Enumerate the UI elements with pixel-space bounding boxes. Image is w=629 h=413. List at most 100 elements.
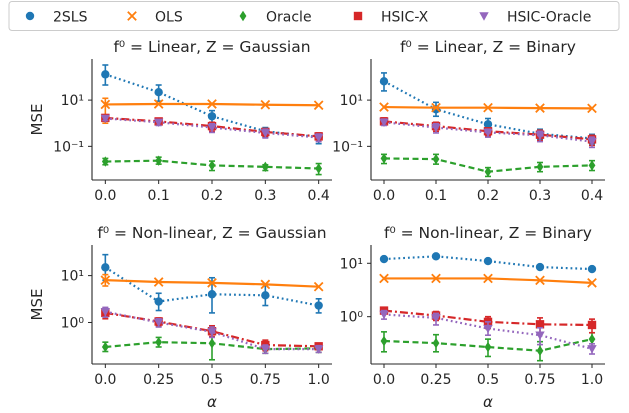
- x-tick-label: 0.3: [254, 188, 276, 204]
- legend-label-ols: OLS: [155, 10, 183, 26]
- y-axis-label: MSE: [28, 289, 46, 321]
- chart-panels: f⁰ = Linear, Z = Gaussian 0.0 0.1 0.2 0.3 0.4…: [28, 38, 605, 411]
- data-point-oracle: [588, 333, 596, 345]
- x-tick-label: 0.1: [425, 188, 447, 204]
- data-point-2sls: [207, 290, 217, 299]
- chart-title: f⁰ = Linear, Z = Gaussian: [113, 38, 310, 56]
- data-point-ols: [379, 102, 389, 112]
- x-tick-label: 0.25: [143, 372, 174, 388]
- data-point-oracle: [432, 153, 440, 165]
- series-line-2sls: [104, 266, 319, 307]
- data-point-oracle: [208, 160, 216, 171]
- chart-panel-1: f⁰ = Linear, Z = Gaussian 0.0 0.1 0.2 0.3 0.4…: [28, 38, 332, 204]
- data-point-hsic-oracle: [587, 345, 597, 354]
- data-point-ols: [207, 99, 217, 109]
- data-point-hsic-oracle: [379, 310, 389, 320]
- data-point-2sls: [535, 262, 545, 272]
- data-point-2sls: [314, 301, 323, 310]
- series-oracle: [380, 331, 596, 362]
- series-line-hsic-oracle: [383, 121, 593, 143]
- data-point-ols: [535, 103, 545, 113]
- series-line-2sls: [383, 80, 593, 140]
- data-point-ols: [431, 102, 441, 113]
- chart-title: f⁰ = Non-linear, Z = Gaussian: [97, 224, 326, 242]
- chart-panel-3: f⁰ = Non-linear, Z = Gaussian 0.0 0.25 0.5 0…: [28, 224, 332, 411]
- series-line-hsic-x: [383, 309, 593, 327]
- data-point-hsic-oracle: [483, 324, 493, 334]
- y-axis-label: MSE: [28, 104, 46, 136]
- legend-item-hsic-x: HSIC-X: [353, 10, 429, 26]
- x-tick-label: 1.0: [581, 372, 603, 388]
- chart-panel-4: f⁰ = Non-linear, Z = Binary 0.0 0.25 0.5 0.7…: [340, 224, 605, 411]
- data-point-ols: [313, 100, 324, 111]
- x-tick-label: 0.2: [477, 188, 499, 204]
- data-point-ols: [587, 278, 597, 288]
- data-point-hsic-oracle: [313, 345, 324, 354]
- data-point-hsic-oracle: [535, 331, 545, 340]
- legend-marker-2sls: [25, 11, 35, 21]
- chart-title: f⁰ = Linear, Z = Binary: [400, 38, 576, 56]
- y-tick-label: 10⁻¹: [53, 139, 84, 155]
- data-point-ols: [431, 273, 441, 284]
- series-ols: [379, 102, 597, 114]
- x-tick-label: 0.3: [529, 188, 551, 204]
- legend-label-hsic-oracle: HSIC-Oracle: [507, 10, 591, 26]
- legend-item-2sls: 2SLS: [25, 10, 88, 26]
- legend-item-oracle: Oracle: [239, 10, 312, 26]
- x-tick-label: 0.25: [420, 372, 451, 388]
- data-point-ols: [587, 103, 597, 114]
- series-oracle: [380, 153, 596, 178]
- x-tick-label: 0.4: [581, 188, 603, 204]
- x-tick-label: 0.0: [94, 188, 116, 204]
- y-tick-label: 10¹: [340, 93, 363, 109]
- series-hsic-oracle: [100, 114, 324, 143]
- chart-panel-2: f⁰ = Linear, Z = Binary 0.0 0.1 0.2 0.3 0.4 10…: [332, 38, 605, 204]
- x-tick-label: 0.0: [373, 188, 395, 204]
- x-tick-label: 0.5: [477, 372, 499, 388]
- data-point-ols: [153, 277, 164, 287]
- data-point-2sls: [101, 70, 110, 79]
- data-point-ols: [260, 279, 271, 290]
- data-point-2sls: [261, 291, 270, 300]
- data-point-oracle: [155, 155, 163, 166]
- data-point-2sls: [431, 105, 441, 114]
- data-point-oracle: [101, 156, 109, 167]
- x-tick-label: 0.0: [94, 372, 116, 388]
- x-tick-label: 0.0: [373, 372, 395, 388]
- legend-label-2sls: 2SLS: [53, 10, 88, 26]
- series-2sls: [379, 252, 597, 274]
- x-tick-label: 0.5: [201, 372, 223, 388]
- data-point-2sls: [379, 254, 389, 264]
- data-point-ols: [483, 273, 493, 284]
- y-tick-label: 10¹: [61, 269, 84, 285]
- data-point-hsic-oracle: [260, 345, 271, 354]
- series-ols: [100, 273, 324, 292]
- data-point-hsic-x: [535, 320, 545, 329]
- data-point-hsic-x: [587, 320, 597, 330]
- data-point-oracle: [536, 161, 544, 173]
- y-tick-label: 10¹: [61, 93, 84, 109]
- y-tick-label: 10⁻¹: [332, 139, 363, 155]
- series-line-hsic-x: [383, 120, 593, 141]
- data-point-2sls: [207, 112, 217, 121]
- series-line-hsic-oracle: [105, 310, 319, 351]
- chart-title: f⁰ = Non-linear, Z = Binary: [384, 224, 592, 242]
- series-hsic-oracle: [379, 309, 597, 355]
- x-tick-label: 1.0: [308, 372, 330, 388]
- legend-item-hsic-oracle: HSIC-Oracle: [479, 10, 591, 26]
- data-point-oracle: [380, 153, 388, 164]
- x-axis-label: α: [207, 393, 217, 411]
- series-line-2sls: [383, 255, 593, 271]
- x-tick-label: 0.1: [148, 188, 170, 204]
- data-point-ols: [483, 102, 493, 113]
- data-point-hsic-oracle: [535, 131, 545, 141]
- data-point-hsic-oracle: [313, 133, 324, 143]
- data-point-oracle: [380, 335, 388, 347]
- data-point-oracle: [536, 345, 544, 356]
- data-point-2sls: [154, 87, 163, 97]
- x-tick-label: 0.2: [201, 188, 223, 204]
- data-point-oracle: [484, 341, 492, 353]
- series-oracle: [101, 155, 323, 176]
- data-point-2sls: [483, 120, 493, 129]
